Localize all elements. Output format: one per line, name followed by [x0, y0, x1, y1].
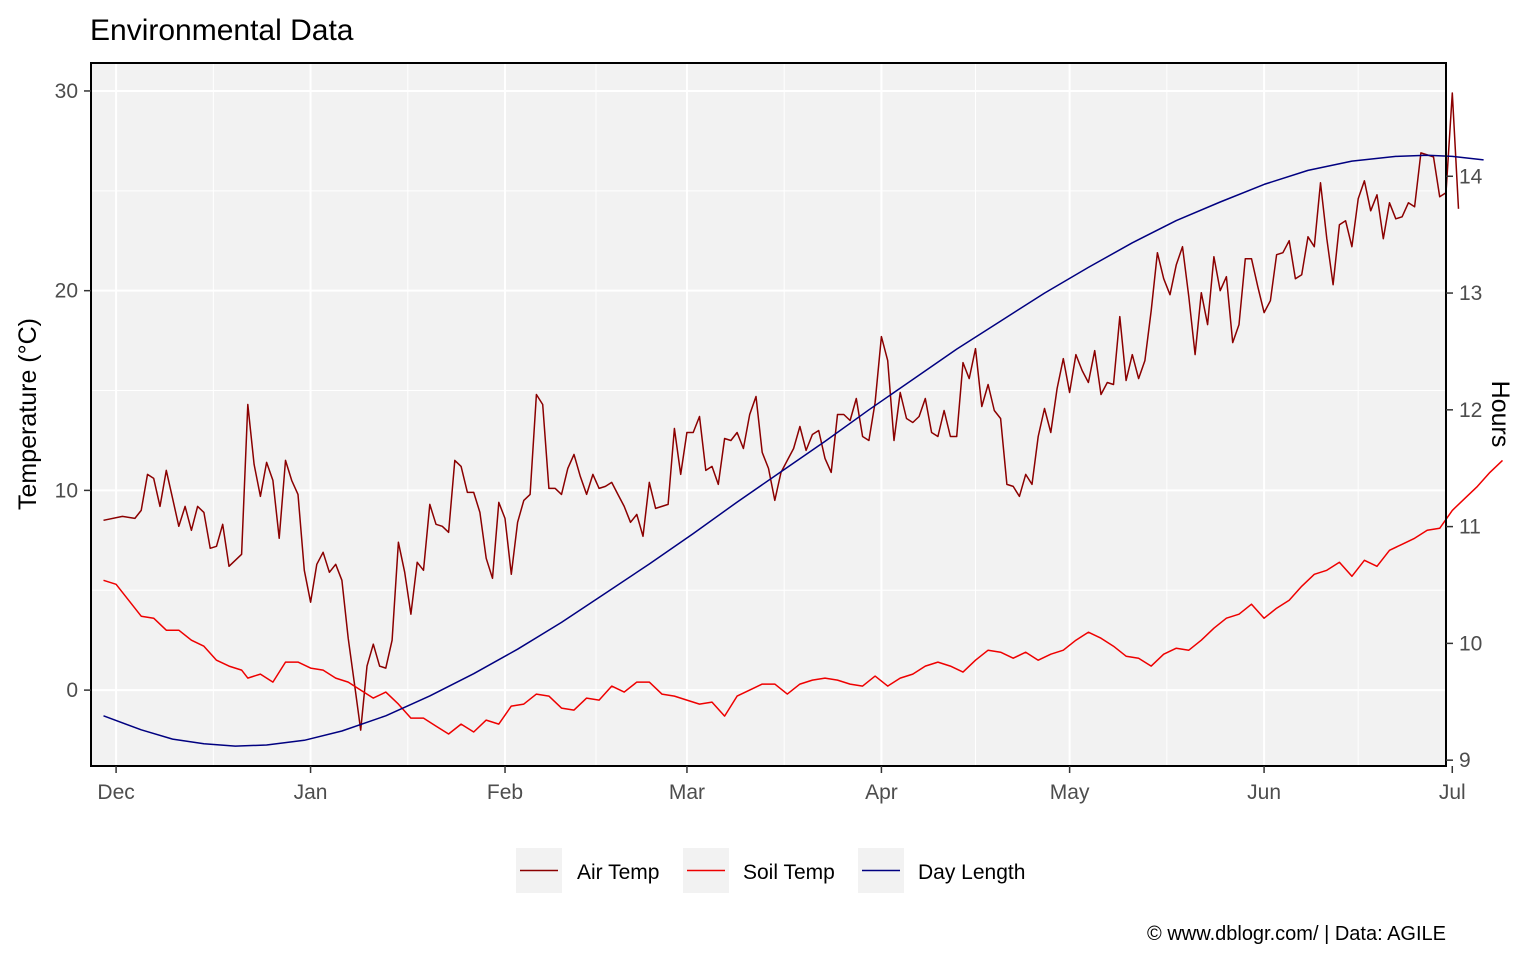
y2-tick-label: 11: [1459, 516, 1481, 539]
x-tick-label: May: [1050, 781, 1090, 804]
y2-axis-title: Hours: [1486, 381, 1514, 448]
series-line-air-temp: [103, 92, 1460, 731]
x-tick-label: Feb: [487, 781, 523, 804]
y2-tick-label: 14: [1459, 165, 1483, 188]
legend: Air Temp Soil Temp Day Length: [516, 848, 1025, 893]
y2-tick-label: 9: [1459, 749, 1471, 772]
grid-lines: [91, 63, 1454, 766]
y-tick-label: 30: [55, 80, 78, 103]
x-tick-label: Jul: [1439, 781, 1466, 804]
y2-tick-label: 12: [1459, 399, 1482, 422]
series-layer: [103, 92, 1504, 747]
chart-title: Environmental Data: [90, 14, 354, 47]
legend-label-day-length: Day Length: [918, 861, 1025, 884]
x-tick-label: Jun: [1247, 781, 1281, 804]
plot-border: [90, 62, 1447, 767]
y-tick-label: 20: [55, 280, 78, 303]
y-tick-label: 10: [55, 479, 78, 502]
axes: Dec Jan Feb Mar Apr May Jun Jul 0 10 20 30 9 10 11 12 13…: [55, 80, 1483, 804]
x-tick-label: Mar: [669, 781, 705, 804]
legend-label-soil-temp: Soil Temp: [743, 861, 835, 884]
series-line-day-length: [103, 154, 1484, 747]
y2-tick-label: 13: [1459, 282, 1482, 305]
x-tick-label: Jan: [294, 781, 328, 804]
y2-tick-label: 10: [1459, 632, 1482, 655]
y-axis-title: Temperature (°C): [14, 318, 42, 510]
caption: © www.dblogr.com/ | Data: AGILE: [1147, 923, 1446, 945]
legend-label-air-temp: Air Temp: [577, 861, 659, 884]
x-tick-label: Dec: [97, 781, 134, 804]
series-line-soil-temp: [103, 459, 1504, 735]
plot-panel: [91, 63, 1446, 766]
x-tick-label: Apr: [865, 781, 898, 804]
y-tick-label: 0: [66, 679, 78, 702]
